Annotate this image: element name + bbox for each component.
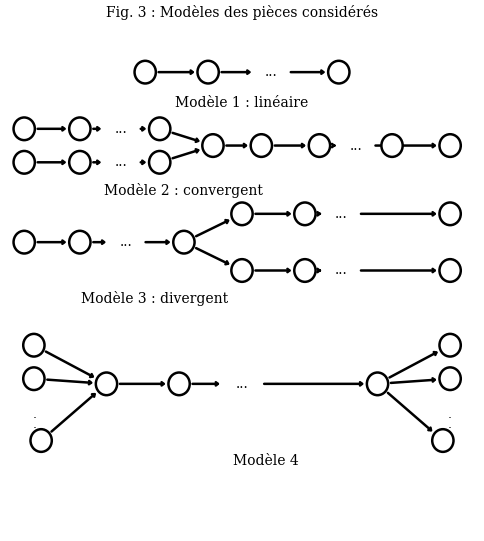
Text: .: .	[447, 408, 451, 421]
Text: .: .	[33, 427, 37, 440]
Circle shape	[96, 373, 117, 395]
Circle shape	[149, 117, 170, 140]
Text: Modèle 1 : linéaire: Modèle 1 : linéaire	[175, 96, 309, 110]
Text: ...: ...	[335, 263, 348, 278]
Circle shape	[23, 367, 45, 390]
Text: Modèle 3 : divergent: Modèle 3 : divergent	[81, 292, 228, 306]
Circle shape	[439, 134, 461, 157]
Circle shape	[439, 259, 461, 282]
Text: Fig. 3 : Modèles des pièces considérés: Fig. 3 : Modèles des pièces considérés	[106, 5, 378, 21]
Circle shape	[381, 134, 403, 157]
Circle shape	[14, 151, 35, 174]
Text: ...: ...	[236, 377, 248, 391]
Circle shape	[14, 231, 35, 254]
Text: .: .	[447, 418, 451, 431]
Circle shape	[294, 259, 316, 282]
Circle shape	[30, 429, 52, 452]
Text: ...: ...	[115, 155, 127, 169]
Text: ...: ...	[349, 138, 362, 153]
Text: ...: ...	[335, 207, 348, 221]
Text: ...: ...	[120, 235, 132, 249]
Text: .: .	[33, 418, 37, 431]
Circle shape	[69, 151, 91, 174]
Text: .: .	[33, 408, 37, 421]
Circle shape	[439, 202, 461, 225]
Text: Modèle 2 : convergent: Modèle 2 : convergent	[105, 183, 263, 198]
Circle shape	[173, 231, 195, 254]
Circle shape	[231, 202, 253, 225]
Circle shape	[197, 61, 219, 83]
Circle shape	[251, 134, 272, 157]
Text: Modèle 4: Modèle 4	[233, 454, 299, 468]
Circle shape	[135, 61, 156, 83]
Circle shape	[149, 151, 170, 174]
Circle shape	[69, 117, 91, 140]
Circle shape	[69, 231, 91, 254]
Circle shape	[168, 373, 190, 395]
Circle shape	[328, 61, 349, 83]
Circle shape	[439, 334, 461, 357]
Circle shape	[432, 429, 454, 452]
Circle shape	[202, 134, 224, 157]
Circle shape	[309, 134, 330, 157]
Circle shape	[294, 202, 316, 225]
Text: .: .	[447, 427, 451, 440]
Circle shape	[23, 334, 45, 357]
Circle shape	[367, 373, 388, 395]
Circle shape	[439, 367, 461, 390]
Text: ...: ...	[115, 122, 127, 136]
Circle shape	[14, 117, 35, 140]
Circle shape	[231, 259, 253, 282]
Text: ...: ...	[265, 65, 277, 79]
